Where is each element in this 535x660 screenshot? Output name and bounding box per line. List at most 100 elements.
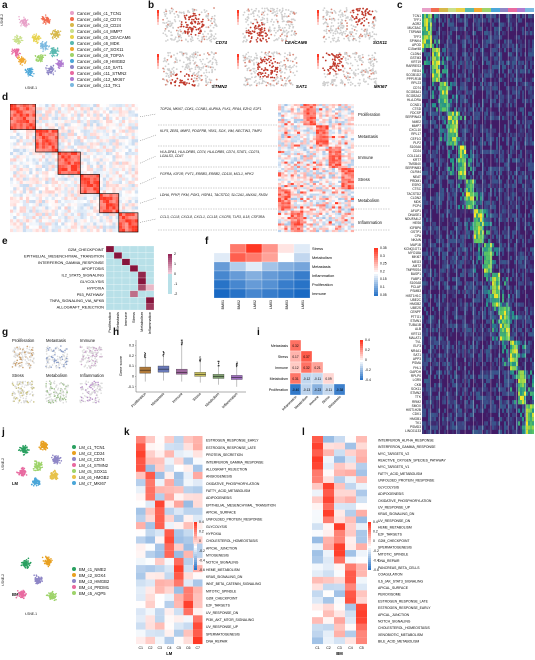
panel-j-bm-y-axis: t-SNE-2 xyxy=(1,573,5,586)
heatmap-cell xyxy=(105,265,115,272)
legend-label: Cancer_cells_c4_MMP7 xyxy=(77,28,123,34)
pathway-label: GLYCOLYSIS xyxy=(206,525,228,529)
heatmap-cell xyxy=(356,563,367,571)
heatmap-cell xyxy=(345,503,356,510)
legend-label: BM_c3_HMGB2 xyxy=(79,578,110,584)
gene-label: FDCSP xyxy=(410,111,421,116)
tsne-cluster-3 xyxy=(50,29,62,40)
heatmap-cell xyxy=(105,303,115,311)
heatmap-cell xyxy=(345,603,356,611)
legend-gradient xyxy=(194,558,197,560)
feature-plot-cd74: CD74 xyxy=(157,7,227,45)
heatmap-cell xyxy=(345,516,356,524)
legend-swatch xyxy=(70,77,74,81)
heatmap-cell xyxy=(334,603,345,611)
heatmap-cell xyxy=(136,600,146,609)
panel-a-tsne xyxy=(11,14,65,77)
panel-c-gene-labels: TCN1 TFF1 AGR2 MUC5AC TSPAN8 TFF3 SPINK4 APOD C1… xyxy=(392,14,422,434)
heatmap-cell xyxy=(345,436,356,443)
heatmap-cell xyxy=(334,503,345,510)
heatmap-cell xyxy=(193,615,203,623)
row-label: APOPTOSIS xyxy=(82,266,105,271)
legend-gradient xyxy=(360,352,363,354)
pathway-label: ALLOGRAFT_REJECTION xyxy=(206,467,248,471)
panel-g-feature-plots: Proliferation Metastasis Immune Stress Metab… xyxy=(8,338,108,408)
heatmap-cell xyxy=(356,630,367,638)
heatmap-cell xyxy=(334,496,345,504)
legend-gradient xyxy=(194,542,197,544)
gene-label: NR4A1 xyxy=(410,348,421,353)
corr-value: 0.17 xyxy=(292,355,298,359)
heatmap-cell xyxy=(312,529,323,537)
col-label: C6 xyxy=(186,646,191,650)
panel-d-program-labels: Proliferation Metastasis Immune Stress Metab… xyxy=(356,104,396,234)
heatmap-cell xyxy=(229,244,247,254)
heatmap-cell xyxy=(334,462,345,470)
heatmap-cell xyxy=(136,436,146,444)
heatmap-cell xyxy=(136,514,146,523)
heatmap-cell xyxy=(323,462,334,470)
heatmap-cell xyxy=(113,284,123,291)
cluster-bar-segment xyxy=(490,8,500,12)
gene-label: SCGB2A2 xyxy=(406,94,421,99)
heatmap-cell xyxy=(356,482,367,490)
legend-item: LM_c4_STMN2 xyxy=(72,462,109,468)
legend-gradient xyxy=(194,530,197,532)
heatmap-cell xyxy=(345,462,356,470)
row-label: IL2_STAT5_SIGNALING xyxy=(62,273,104,278)
legend-gradient xyxy=(374,272,378,274)
heatmap-cell xyxy=(334,536,345,544)
heatmap-cell xyxy=(312,603,323,611)
legend-gradient xyxy=(194,562,197,564)
heatmap-cell xyxy=(356,496,367,504)
legend-label: Cancer_cells_c7_SOX11 xyxy=(77,46,124,52)
heatmap-cell xyxy=(293,244,311,254)
heatmap-cell xyxy=(261,288,279,299)
legend-swatch xyxy=(72,567,76,571)
legend-gradient xyxy=(194,526,197,528)
gene-label: AFUP1 xyxy=(410,208,421,213)
tsne-cluster-11 xyxy=(11,48,21,58)
legend-label: LM_c7_MKI67 xyxy=(79,480,106,486)
heatmap-cell xyxy=(145,507,155,515)
heatmap-cell xyxy=(145,522,155,530)
heatmap-cell xyxy=(356,436,367,443)
heatmap-cell xyxy=(345,442,356,450)
heatmap-cell xyxy=(312,630,323,638)
heatmap-cell xyxy=(245,270,263,281)
gene-label: TMSB4X xyxy=(408,161,421,166)
heatmap-cell xyxy=(121,271,131,279)
heatmap-cell xyxy=(356,503,367,510)
heatmap-cell xyxy=(334,436,345,443)
heatmap-cell xyxy=(155,486,165,494)
heatmap-cell xyxy=(334,630,345,638)
gene-label: TTK xyxy=(414,395,421,400)
legend-tick: -0.2 xyxy=(199,549,205,553)
legend-item: Cancer_cells_c9_HMGB2 xyxy=(70,58,131,64)
legend-swatch xyxy=(70,65,74,69)
heatmap-cell xyxy=(193,464,203,472)
heatmap-cell xyxy=(105,284,115,291)
heatmap-cell xyxy=(323,496,334,504)
gene-label: CKB xyxy=(414,382,421,387)
heatmap-cell xyxy=(164,636,174,645)
heatmap-cell xyxy=(174,615,184,623)
heatmap-cell xyxy=(193,457,203,465)
legend-gradient xyxy=(194,538,197,540)
heatmap-cell xyxy=(323,617,334,624)
legend-label: Cancer_cells_c2_CD74 xyxy=(77,16,121,22)
legend-gradient xyxy=(360,348,363,350)
heatmap-cell xyxy=(193,514,203,523)
heatmap-cell xyxy=(345,583,356,591)
gene-label: KCNQ1OT1 xyxy=(403,246,421,251)
heatmap-cell xyxy=(155,457,165,465)
row-label: Metabolism xyxy=(270,377,288,381)
gene-label: NDUFA4L2 xyxy=(404,217,421,222)
heatmap-cell xyxy=(293,279,311,290)
col-label: Proliferation xyxy=(107,312,112,333)
heatmap-cell xyxy=(277,288,295,299)
heatmap-cell xyxy=(183,514,193,523)
heatmap-cell xyxy=(193,565,203,573)
heatmap-title: BM xyxy=(336,651,343,656)
heatmap-cell xyxy=(155,471,165,480)
